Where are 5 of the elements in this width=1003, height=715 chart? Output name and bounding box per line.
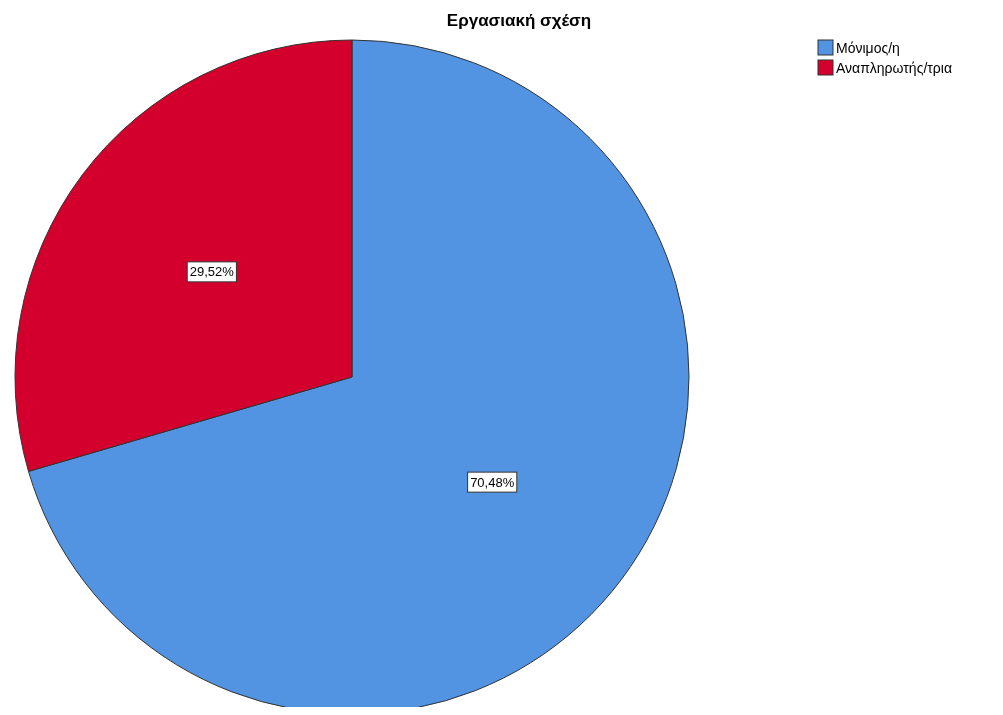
legend-label: Αναπληρωτής/τρια (836, 60, 952, 76)
data-label: 70,48% (470, 474, 515, 490)
chart-title: Εργασιακή σχέση (446, 11, 592, 30)
legend-label: Μόνιμος/η (836, 40, 900, 56)
data-label: 29,52% (189, 264, 235, 280)
